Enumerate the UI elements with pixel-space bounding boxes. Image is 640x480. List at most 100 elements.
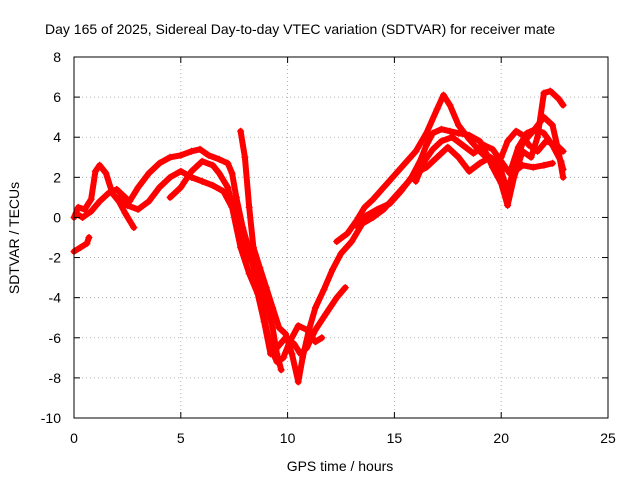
data-point-marker [215, 155, 223, 163]
data-point-marker [555, 95, 563, 103]
data-point-marker [269, 304, 277, 312]
data-point-marker [209, 161, 217, 169]
data-point-marker [79, 213, 87, 221]
data-point-marker [254, 290, 262, 298]
data-point-marker [281, 330, 289, 338]
data-point-marker [333, 294, 341, 302]
data-point-marker [85, 234, 93, 241]
data-point-marker [205, 151, 213, 159]
data-point-marker [343, 229, 351, 237]
data-point-marker [527, 153, 535, 161]
data-point-marker [504, 137, 512, 145]
data-point-marker [232, 193, 240, 201]
data-point-marker [320, 286, 328, 294]
data-point-marker [91, 167, 99, 175]
data-point-marker [448, 133, 456, 141]
data-point-marker [559, 173, 567, 181]
data-point-marker [489, 163, 497, 171]
data-point-marker [198, 157, 206, 165]
data-point-marker [444, 143, 452, 151]
data-point-marker [311, 338, 319, 346]
data-point-marker [177, 151, 185, 159]
data-point-marker [534, 147, 542, 155]
data-point-marker [433, 153, 441, 161]
data-point-marker [504, 201, 512, 209]
x-tick-label: 5 [177, 430, 185, 446]
y-tick-label: -6 [49, 330, 62, 346]
data-point-marker [369, 195, 377, 203]
data-point-marker [209, 181, 217, 189]
data-point-marker [497, 153, 505, 161]
data-point-marker [412, 177, 420, 185]
x-tick-label: 25 [600, 430, 616, 446]
data-point-marker [497, 179, 505, 187]
data-point-marker [256, 264, 264, 272]
data-point-marker [465, 131, 473, 139]
data-point-marker [333, 238, 341, 246]
data-point-marker [412, 147, 420, 155]
data-series-track [73, 146, 325, 365]
data-point-marker [311, 304, 319, 312]
data-point-marker [249, 244, 257, 252]
data-point-marker [454, 129, 462, 137]
data-point-marker [529, 163, 537, 171]
data-point-marker [559, 147, 567, 155]
x-tick-label: 0 [70, 430, 78, 446]
data-point-marker [187, 167, 195, 175]
data-point-marker [437, 137, 445, 145]
y-tick-label: 2 [53, 169, 61, 185]
data-point-marker [224, 183, 232, 191]
data-point-marker [437, 125, 445, 133]
data-point-marker [104, 189, 112, 197]
data-point-marker [519, 147, 527, 155]
data-point-marker [87, 207, 95, 215]
data-point-marker [130, 223, 138, 231]
data-point-marker [482, 149, 490, 157]
data-point-marker [433, 105, 441, 113]
data-point-marker [553, 141, 561, 149]
data-point-marker [559, 101, 567, 109]
data-point-marker [288, 350, 296, 358]
data-point-marker [196, 145, 204, 153]
data-point-marker [337, 250, 345, 258]
y-tick-label: -10 [41, 410, 61, 426]
data-point-marker [429, 129, 437, 137]
data-point-marker [311, 326, 319, 334]
data-point-marker [429, 145, 437, 153]
x-tick-label: 15 [387, 430, 403, 446]
data-point-marker [198, 177, 206, 185]
data-point-marker [145, 169, 153, 177]
data-point-marker [380, 183, 388, 191]
x-tick-label: 20 [493, 430, 509, 446]
data-point-marker [318, 334, 326, 342]
data-point-marker [454, 153, 462, 161]
data-point-marker [134, 205, 142, 213]
data-point-marker [134, 183, 142, 191]
data-point-marker [454, 121, 462, 129]
data-point-marker [480, 141, 488, 149]
data-series-track [412, 126, 567, 185]
data-point-marker [506, 169, 514, 177]
data-point-marker [294, 378, 302, 386]
data-point-marker [241, 153, 249, 161]
data-point-marker [76, 244, 84, 252]
data-point-marker [119, 191, 127, 199]
data-point-marker [476, 137, 484, 145]
data-point-marker [155, 159, 163, 167]
data-point-marker [96, 197, 104, 205]
data-point-marker [121, 209, 129, 217]
data-point-marker [83, 240, 91, 248]
data-point-marker [540, 89, 548, 97]
data-point-marker [166, 193, 174, 201]
x-axis-label: GPS time / hours [287, 458, 394, 474]
data-point-marker [360, 203, 368, 211]
data-point-marker [322, 310, 330, 318]
data-point-marker [273, 350, 281, 358]
data-point-marker [267, 350, 275, 358]
data-point-marker [294, 322, 302, 330]
y-tick-label: 0 [53, 209, 61, 225]
data-point-marker [348, 238, 356, 246]
data-point-marker [102, 169, 110, 177]
y-tick-label: -2 [49, 250, 62, 266]
data-point-marker [512, 127, 520, 135]
